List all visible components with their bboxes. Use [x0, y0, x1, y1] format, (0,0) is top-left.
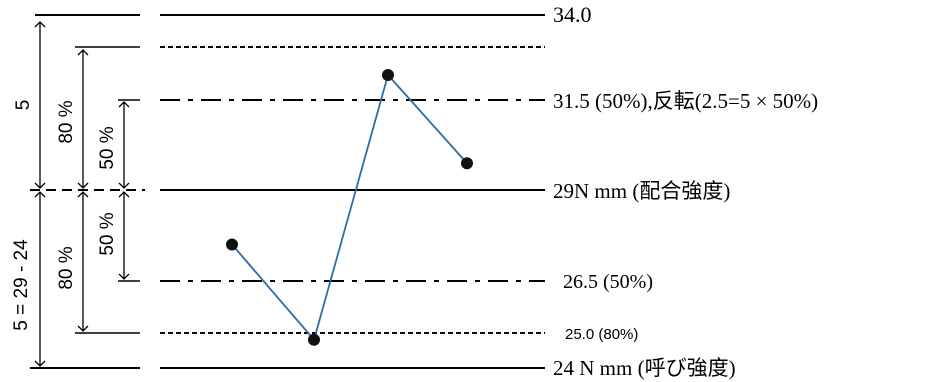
- label-31-5: 31.5 (50%),反転(2.5=5 × 50%): [553, 89, 818, 113]
- dim-label-50-lower: 50 %: [97, 212, 118, 255]
- label-24: 24 N mm (呼び強度): [553, 356, 736, 380]
- dim-label-80-lower: 80 %: [56, 246, 77, 289]
- label-29: 29N mm (配合強度): [553, 179, 730, 203]
- data-point-3: [382, 69, 394, 82]
- series-line: [231, 73, 468, 342]
- dim-label-5: 5: [13, 100, 34, 111]
- data-point-2: [308, 333, 320, 346]
- label-26-5: 26.5 (50%): [563, 271, 653, 293]
- dim-label-80-upper: 80 %: [56, 100, 77, 143]
- strength-series: [226, 69, 473, 346]
- data-point-4: [461, 157, 473, 170]
- dim-label-50-upper: 50 %: [97, 126, 118, 169]
- label-34: 34.0: [553, 2, 592, 27]
- data-point-1: [226, 238, 238, 251]
- label-25: 25.0 (80%): [565, 326, 638, 343]
- dim-label-5-eq: 5 = 29 - 24: [11, 239, 32, 331]
